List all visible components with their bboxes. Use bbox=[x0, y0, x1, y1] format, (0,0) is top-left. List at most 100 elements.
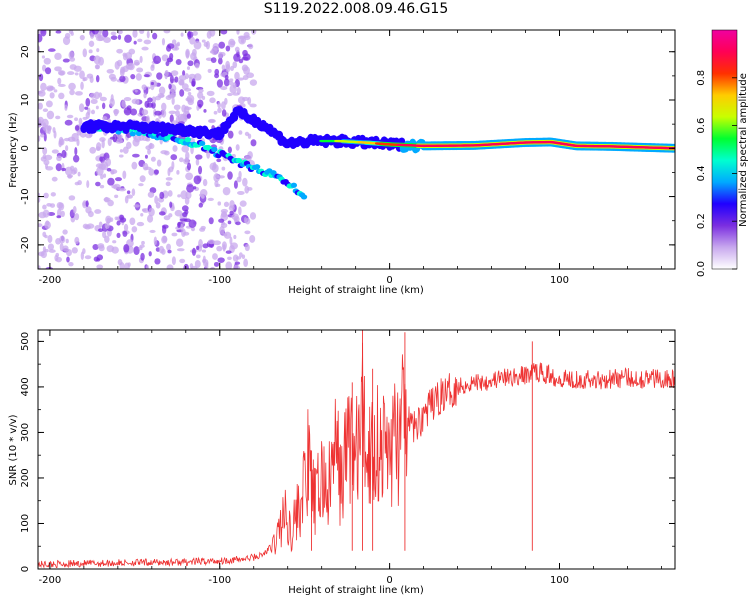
heatmap-cell bbox=[207, 68, 212, 73]
heatmap-cell bbox=[238, 35, 247, 45]
heatmap-cell bbox=[55, 30, 62, 34]
heatmap-cell bbox=[117, 30, 123, 35]
heatmap-cell bbox=[213, 261, 220, 267]
heatmap-cell bbox=[136, 221, 145, 227]
heatmap-cell bbox=[95, 163, 104, 168]
heatmap-cell bbox=[139, 244, 145, 248]
heatmap-cell bbox=[179, 218, 188, 222]
heatmap-cell bbox=[47, 234, 53, 243]
heatmap-cell bbox=[236, 87, 241, 95]
heatmap-cell bbox=[124, 52, 133, 60]
heatmap-cell bbox=[115, 177, 122, 182]
heatmap-cell bbox=[227, 130, 234, 139]
heatmap-cell bbox=[72, 154, 80, 163]
heatmap-cell bbox=[106, 245, 115, 253]
heatmap-cell bbox=[42, 204, 47, 210]
heatmap-cell bbox=[202, 243, 209, 249]
heatmap-cell bbox=[167, 249, 172, 254]
heatmap-cell bbox=[82, 248, 86, 255]
heatmap-cell bbox=[223, 78, 230, 87]
heatmap-cell bbox=[178, 79, 185, 86]
heatmap-cell bbox=[153, 236, 158, 246]
heatmap-cell bbox=[99, 156, 103, 162]
heatmap-cell bbox=[169, 75, 174, 84]
heatmap-cell bbox=[143, 39, 152, 45]
heatmap-cell bbox=[126, 190, 131, 195]
heatmap-cell bbox=[134, 62, 140, 66]
heatmap-cell bbox=[247, 133, 252, 139]
heatmap-cell bbox=[156, 72, 163, 80]
heatmap-cell bbox=[227, 220, 232, 225]
heatmap-cell bbox=[194, 62, 200, 69]
heatmap-cell bbox=[99, 96, 107, 102]
heatmap-cell bbox=[237, 77, 245, 81]
heatmap-cell bbox=[203, 41, 209, 48]
heatmap-cell bbox=[221, 166, 226, 171]
heatmap-cell bbox=[55, 163, 62, 172]
heatmap-cell bbox=[175, 238, 184, 247]
heatmap-cell bbox=[78, 117, 83, 126]
snr-y-tick-label: 400 bbox=[20, 377, 31, 396]
heatmap-cell bbox=[110, 35, 118, 40]
heatmap-cell bbox=[177, 221, 181, 229]
heatmap-cell bbox=[62, 36, 71, 46]
heatmap-cell bbox=[51, 176, 58, 182]
heatmap-cell bbox=[119, 75, 126, 83]
heatmap-cell bbox=[170, 70, 179, 77]
heatmap-y-tick-label: 10 bbox=[20, 94, 31, 107]
heatmap-cell bbox=[38, 45, 41, 53]
heatmap-cell bbox=[249, 79, 258, 86]
heatmap-cell bbox=[227, 256, 232, 261]
heatmap-cell bbox=[85, 111, 90, 119]
heatmap-cell bbox=[152, 32, 158, 40]
heatmap-cell bbox=[195, 154, 203, 160]
heatmap-cell bbox=[222, 233, 228, 237]
heatmap-cell bbox=[147, 214, 154, 223]
heatmap-cell bbox=[145, 264, 150, 269]
heatmap-cell bbox=[250, 139, 257, 147]
snr-series-line bbox=[38, 342, 675, 569]
heatmap-cell bbox=[66, 114, 74, 119]
heatmap-cell bbox=[118, 154, 124, 158]
heatmap-cell bbox=[167, 190, 173, 197]
heatmap-cell bbox=[221, 64, 226, 71]
heatmap-cell bbox=[45, 266, 53, 269]
heatmap-cell bbox=[148, 251, 152, 257]
heatmap-cell bbox=[138, 183, 144, 187]
heatmap-cell bbox=[230, 242, 238, 250]
heatmap-cell bbox=[57, 77, 62, 85]
heatmap-cell bbox=[244, 244, 250, 252]
heatmap-cell bbox=[48, 249, 56, 253]
heatmap-cell bbox=[94, 209, 102, 214]
heatmap-cell bbox=[117, 34, 122, 40]
heatmap-x-tick-label: -200 bbox=[39, 275, 62, 286]
heatmap-cell bbox=[168, 83, 172, 90]
heatmap-cell bbox=[166, 44, 172, 52]
heatmap-cell bbox=[211, 146, 218, 153]
heatmap-cell bbox=[243, 258, 249, 268]
heatmap-cell bbox=[216, 158, 222, 163]
heatmap-cell bbox=[113, 108, 120, 115]
heatmap-cell bbox=[181, 228, 186, 238]
heatmap-cell bbox=[146, 115, 150, 124]
heatmap-cell bbox=[217, 201, 222, 206]
heatmap-cell bbox=[136, 67, 144, 73]
heatmap-cell bbox=[96, 142, 102, 151]
heatmap-cell bbox=[61, 149, 67, 159]
heatmap-cell bbox=[212, 43, 220, 51]
heatmap-cell bbox=[193, 73, 202, 81]
heatmap-cell bbox=[147, 191, 155, 198]
heatmap-cell bbox=[86, 73, 94, 79]
heatmap-cell bbox=[236, 30, 240, 35]
heatmap-cell bbox=[249, 103, 257, 108]
heatmap-cell bbox=[241, 56, 249, 61]
heatmap-cell bbox=[200, 193, 205, 199]
heatmap-cell bbox=[150, 81, 154, 86]
heatmap-cell bbox=[95, 75, 100, 83]
heatmap-y-tick-label: -20 bbox=[20, 237, 31, 253]
snr-y-tick-label: 300 bbox=[20, 423, 31, 442]
heatmap-cell bbox=[141, 46, 149, 51]
heatmap-cell bbox=[91, 30, 100, 35]
heatmap-cell bbox=[150, 64, 155, 71]
heatmap-cell bbox=[238, 59, 244, 64]
